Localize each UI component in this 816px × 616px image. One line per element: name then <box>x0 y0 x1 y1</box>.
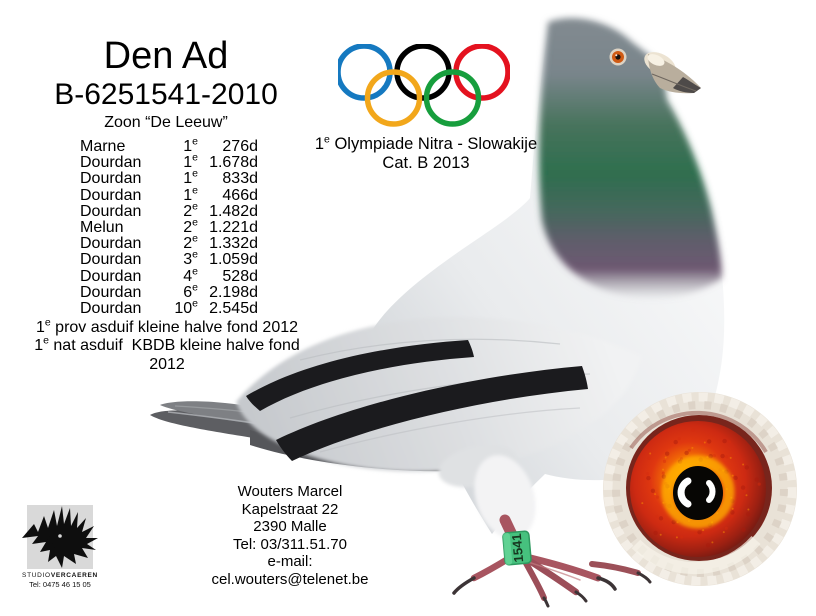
result-position: 4e <box>183 265 198 285</box>
studio-phone: Tel: 0475 46 15 05 <box>29 580 91 589</box>
result-row: Melun 2e 1.221d <box>80 216 258 236</box>
result-row: Dourdan 2e 1.332d <box>80 232 258 253</box>
honors-lines: 1e prov asduif kleine halve fond 2012 1e … <box>12 316 322 374</box>
result-race: Melun <box>80 218 124 236</box>
pedigree-subtitle: Zoon “De Leeuw” <box>104 114 228 131</box>
owner-street: Kapelstraat 22 <box>241 500 339 518</box>
result-birds-count: 1.221d <box>209 218 258 236</box>
studio-name-light: STUDIO <box>22 572 51 579</box>
result-birds-count: 833d <box>222 170 258 188</box>
result-position: 10e <box>174 297 198 317</box>
result-race: Dourdan <box>80 283 142 301</box>
olympiade-line1: 1e Olympiade Nitra - Slowakije <box>312 133 540 154</box>
pigeon-name: Den Ad <box>103 35 229 77</box>
result-row: Dourdan 2e 1.482d <box>80 200 258 220</box>
honor-text: nat asduif KBDB kleine halve fond <box>48 337 300 355</box>
olympic-ring-green <box>423 69 482 127</box>
result-race: Dourdan <box>80 267 142 285</box>
owner-city: 2390 Malle <box>253 518 327 536</box>
pigeon-neck-iridescence <box>539 18 722 299</box>
result-race: Dourdan <box>80 186 142 204</box>
contact-block: Wouters Marcel Kapelstraat 22 2390 Malle… <box>188 483 392 589</box>
race-results-table: Marne 1e 276d Dourdan 1e 1.678d Dourdan 1e 833d D… <box>80 135 258 317</box>
result-row: Dourdan 1e 833d <box>80 168 258 188</box>
result-race: Dourdan <box>80 235 142 253</box>
owner-name: Wouters Marcel <box>237 483 343 500</box>
result-birds-count: 466d <box>222 186 258 204</box>
result-row: Dourdan 1e 1.678d <box>80 151 258 172</box>
olympiade-caption: 1e Olympiade Nitra - Slowakije Cat. B 20… <box>312 133 540 173</box>
studio-logo-box <box>22 505 98 569</box>
result-row: Dourdan 4e 528d <box>80 265 258 285</box>
owner-email: e-mail: cel.wouters@telenet.be <box>211 553 369 588</box>
olympiade-line1-ordinal: e <box>324 133 330 146</box>
ring-number: B-6251541-2010 <box>54 78 278 111</box>
owner-phone: Tel: 03/311.51.70 <box>233 535 347 553</box>
result-position: 2e <box>183 200 198 220</box>
studio-name: STUDIOVERCAEREN <box>8 572 112 579</box>
result-birds-count: 1.332d <box>209 235 258 253</box>
olympic-rings-logo <box>338 44 510 127</box>
eagle-logo-icon <box>22 506 98 568</box>
result-position: 1e <box>183 168 198 188</box>
result-race: Dourdan <box>80 202 142 220</box>
studio-logo-block: STUDIOVERCAEREN Tel: 0475 46 15 05 <box>8 505 112 589</box>
result-position: 1e <box>183 135 198 155</box>
honor-line: 1e prov asduif kleine halve fond 2012 <box>35 316 299 336</box>
studio-name-bold: VERCAEREN <box>50 572 98 579</box>
honor-text: 2012 <box>149 355 185 373</box>
eye-closeup-photo <box>603 392 797 586</box>
pigeon-leg-ring-band: 1541 <box>502 530 532 566</box>
result-race: Dourdan <box>80 299 142 317</box>
result-birds-count: 1.482d <box>209 202 258 220</box>
result-position: 1e <box>183 184 198 204</box>
result-position: 2e <box>183 232 198 253</box>
result-row: Dourdan 3e 1.059d <box>80 248 258 269</box>
honor-line: 2012 <box>12 356 322 374</box>
olympiade-line2: Cat. B 2013 <box>382 154 470 172</box>
result-row: Marne 1e 276d <box>80 135 258 155</box>
result-birds-count: 1.059d <box>209 251 258 269</box>
pigeon-eye <box>609 48 627 66</box>
result-row: Dourdan 6e 2.198d <box>80 281 258 301</box>
result-race: Dourdan <box>80 170 142 188</box>
result-position: 6e <box>183 281 198 301</box>
result-row: Dourdan 1e 466d <box>80 184 258 204</box>
result-race: Marne <box>80 138 126 155</box>
result-birds-count: 1.678d <box>209 154 258 172</box>
result-race: Dourdan <box>80 251 142 269</box>
result-row: Dourdan 10e 2.545d <box>80 297 258 317</box>
honor-line: 1e nat asduif KBDB kleine halve fond <box>34 334 300 355</box>
leg-ring-number: 1541 <box>509 533 526 563</box>
olympiade-line1-number: 1 <box>314 135 325 153</box>
olympic-ring-yellow <box>364 69 423 127</box>
result-position: 3e <box>183 248 198 269</box>
result-position: 1e <box>183 151 198 172</box>
result-position: 2e <box>183 216 198 236</box>
result-birds-count: 276d <box>222 138 258 155</box>
olympiade-line1-text: Olympiade Nitra - Slowakije <box>329 135 538 153</box>
honor-text: prov asduif kleine halve fond 2012 <box>50 319 299 336</box>
pigeon-leg-fluff <box>474 455 536 539</box>
result-birds-count: 528d <box>222 267 258 285</box>
pigeon-wing-bars <box>246 340 588 461</box>
result-race: Dourdan <box>80 154 142 172</box>
result-birds-count: 2.198d <box>209 283 258 301</box>
title-block: Den Ad B-6251541-2010 Zoon “De Leeuw” <box>16 36 316 132</box>
pigeon-head <box>609 48 701 94</box>
pigeon-wing-shield <box>236 317 642 472</box>
result-birds-count: 2.545d <box>209 299 258 317</box>
